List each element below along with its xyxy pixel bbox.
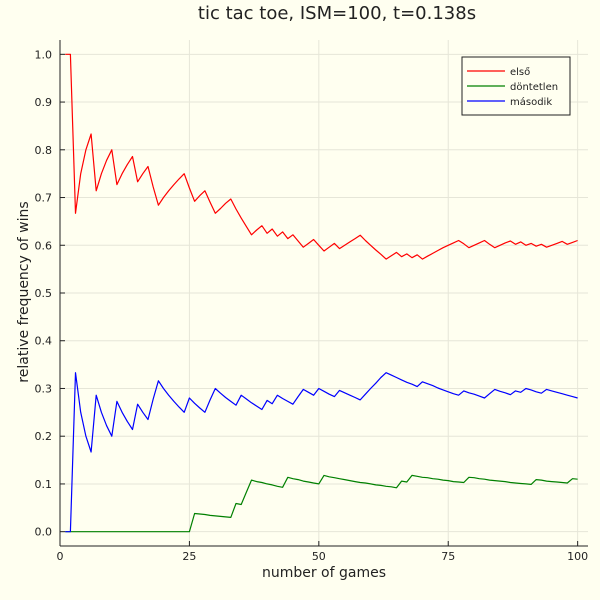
legend-label: második	[510, 96, 552, 108]
y-tick-label: 0.0	[35, 526, 53, 539]
x-axis-label: number of games	[262, 565, 386, 581]
chart-title: tic tac toe, ISM=100, t=0.138s	[198, 3, 476, 24]
x-tick-label: 100	[567, 550, 588, 563]
legend-label: döntetlen	[510, 82, 558, 93]
x-tick-label: 25	[182, 550, 196, 563]
y-tick-label: 0.6	[35, 239, 53, 252]
y-tick-label: 0.3	[35, 382, 53, 395]
series-line-3	[65, 372, 578, 533]
legend: első döntetlen második	[461, 56, 571, 116]
x-tick-label: 75	[441, 550, 455, 563]
x-tick-label: 0	[57, 550, 64, 563]
series-group	[65, 53, 578, 533]
y-tick-label: 0.9	[35, 96, 53, 109]
y-tick-label: 0.2	[35, 430, 53, 443]
y-tick-label: 0.8	[35, 144, 53, 157]
y-axis-ticks: 0.0 0.1 0.2 0.3 0.4 0.5 0.6 0.7 0.8 0.9 1.0	[35, 48, 65, 539]
y-tick-label: 0.7	[35, 192, 53, 205]
series-line-2	[65, 474, 578, 533]
grid	[59, 40, 588, 546]
legend-label: első	[510, 66, 530, 78]
y-tick-label: 1.0	[35, 48, 53, 61]
x-axis-ticks: 0 25 50 75 100	[57, 541, 588, 563]
y-tick-label: 0.4	[35, 335, 53, 348]
x-tick-label: 50	[312, 550, 326, 563]
y-tick-label: 0.1	[35, 478, 53, 491]
y-axis-label: relative frequency of wins	[16, 201, 32, 382]
y-tick-label: 0.5	[35, 287, 53, 300]
series-line-1	[65, 53, 578, 260]
